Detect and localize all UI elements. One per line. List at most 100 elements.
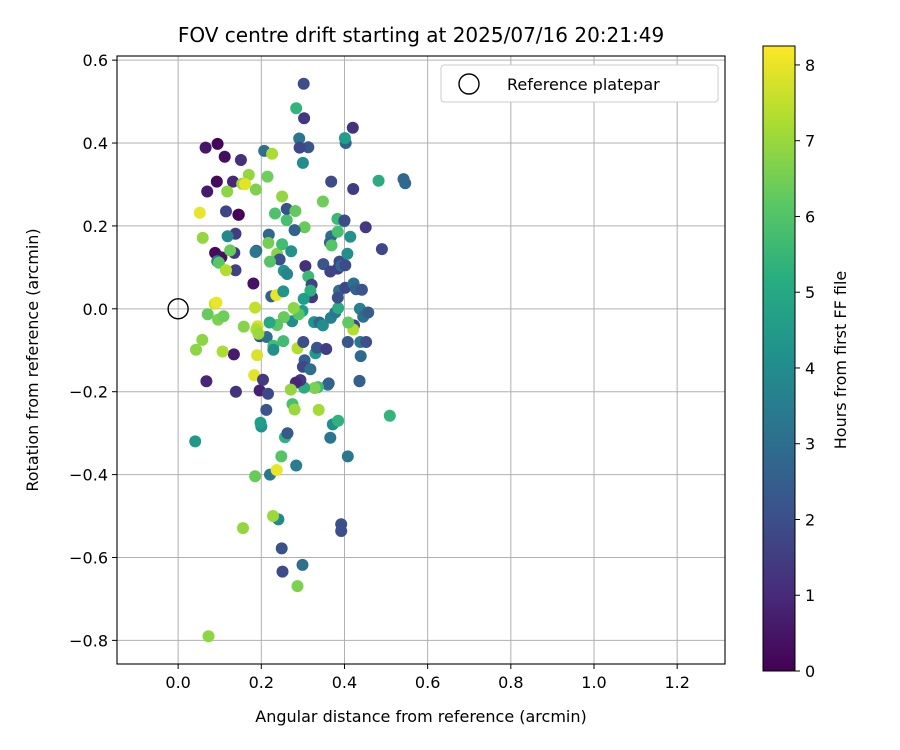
data-point	[267, 343, 280, 356]
data-point	[383, 409, 396, 422]
data-point	[217, 310, 230, 323]
data-point	[212, 256, 225, 269]
chart-title: FOV centre drift starting at 2025/07/16 …	[178, 23, 664, 47]
data-point	[262, 387, 274, 400]
data-point	[221, 230, 234, 243]
data-point	[281, 427, 294, 440]
legend-entry-reference: Reference platepar	[507, 75, 660, 94]
data-point	[359, 221, 372, 234]
data-point	[275, 450, 288, 463]
data-point	[277, 335, 290, 348]
x-tick-label: 0.6	[415, 673, 440, 692]
data-point	[324, 431, 337, 444]
data-point	[372, 174, 385, 187]
colorbar-tick-label: 4	[805, 359, 815, 378]
legend: Reference platepar	[440, 64, 719, 103]
data-point	[249, 301, 262, 314]
data-point	[224, 244, 237, 257]
colorbar: 0 1 2 3 4 5 6 7 8 Hours from first FF file	[762, 45, 850, 681]
data-point	[316, 319, 329, 332]
y-tick-label: 0.2	[83, 217, 108, 236]
data-point	[320, 343, 333, 355]
data-point	[234, 154, 247, 166]
data-point	[220, 205, 232, 218]
data-point	[288, 403, 301, 416]
colorbar-tick-label: 5	[805, 283, 815, 302]
data-point	[229, 264, 242, 277]
data-point	[242, 168, 255, 181]
data-point	[341, 450, 354, 463]
data-point	[273, 253, 286, 266]
data-point	[254, 416, 267, 429]
data-point	[190, 343, 202, 356]
y-tick-label: −0.8	[69, 631, 108, 650]
data-point	[338, 214, 351, 227]
colorbar-tick-label: 7	[805, 132, 815, 151]
data-point	[196, 333, 209, 346]
data-point	[261, 170, 274, 183]
data-point	[267, 510, 279, 522]
colorbar-tick-label: 0	[805, 662, 815, 681]
data-point	[269, 207, 281, 220]
x-tick-label: 0.0	[165, 673, 190, 692]
x-axis-label: Angular distance from reference (arcmin)	[255, 707, 586, 726]
data-point	[293, 141, 306, 154]
data-point	[237, 522, 249, 535]
data-point	[262, 236, 275, 249]
data-point	[189, 435, 202, 448]
legend-marker	[458, 73, 480, 95]
data-point	[346, 121, 359, 134]
data-point	[227, 175, 239, 188]
data-point	[210, 296, 223, 309]
y-axis-label: Rotation from reference (arcmin)	[23, 228, 42, 491]
data-point	[280, 214, 293, 227]
data-point	[338, 132, 351, 145]
data-point	[237, 320, 250, 333]
data-point	[399, 177, 412, 190]
data-point	[360, 336, 373, 348]
colorbar-tick-label: 3	[805, 435, 815, 454]
data-point	[239, 178, 252, 191]
data-point	[293, 132, 306, 145]
data-point	[290, 459, 303, 472]
data-point	[264, 255, 276, 268]
data-point	[201, 185, 214, 198]
data-point	[276, 238, 289, 251]
data-point	[297, 292, 310, 305]
data-point	[362, 306, 375, 319]
data-point	[347, 183, 360, 195]
x-tick-label: 1.0	[581, 673, 606, 692]
data-point	[308, 382, 321, 394]
data-point	[257, 373, 269, 386]
x-tick-label: 0.8	[498, 673, 523, 692]
y-tick-label: −0.4	[69, 466, 108, 485]
colorbar-tick-label: 2	[805, 510, 815, 529]
data-point	[266, 147, 279, 160]
data-point	[289, 205, 302, 217]
data-point	[248, 369, 261, 382]
data-point	[302, 141, 315, 154]
data-point	[276, 190, 289, 203]
data-point	[296, 156, 309, 169]
data-point	[304, 363, 317, 376]
y-tick-label: −0.2	[69, 383, 108, 402]
data-point	[284, 383, 297, 396]
data-point	[297, 77, 310, 90]
grid-lines	[117, 56, 725, 664]
data-point	[263, 316, 276, 329]
y-tick-label: 0.0	[83, 300, 108, 319]
data-point	[193, 206, 206, 219]
data-point	[221, 185, 234, 198]
data-point	[275, 542, 288, 555]
x-tick-label: 1.2	[664, 673, 689, 692]
data-point	[196, 231, 209, 244]
data-point	[277, 311, 290, 324]
data-point	[353, 374, 366, 387]
x-ticks: 0.0 0.2 0.4 0.6 0.8 1.0 1.2	[165, 664, 690, 692]
colorbar-ticks: 0 1 2 3 4 5 6 7 8	[795, 56, 815, 681]
data-point	[249, 470, 262, 483]
x-tick-label: 0.2	[249, 673, 274, 692]
data-point	[199, 141, 212, 154]
colorbar-tick-label: 1	[805, 586, 815, 605]
